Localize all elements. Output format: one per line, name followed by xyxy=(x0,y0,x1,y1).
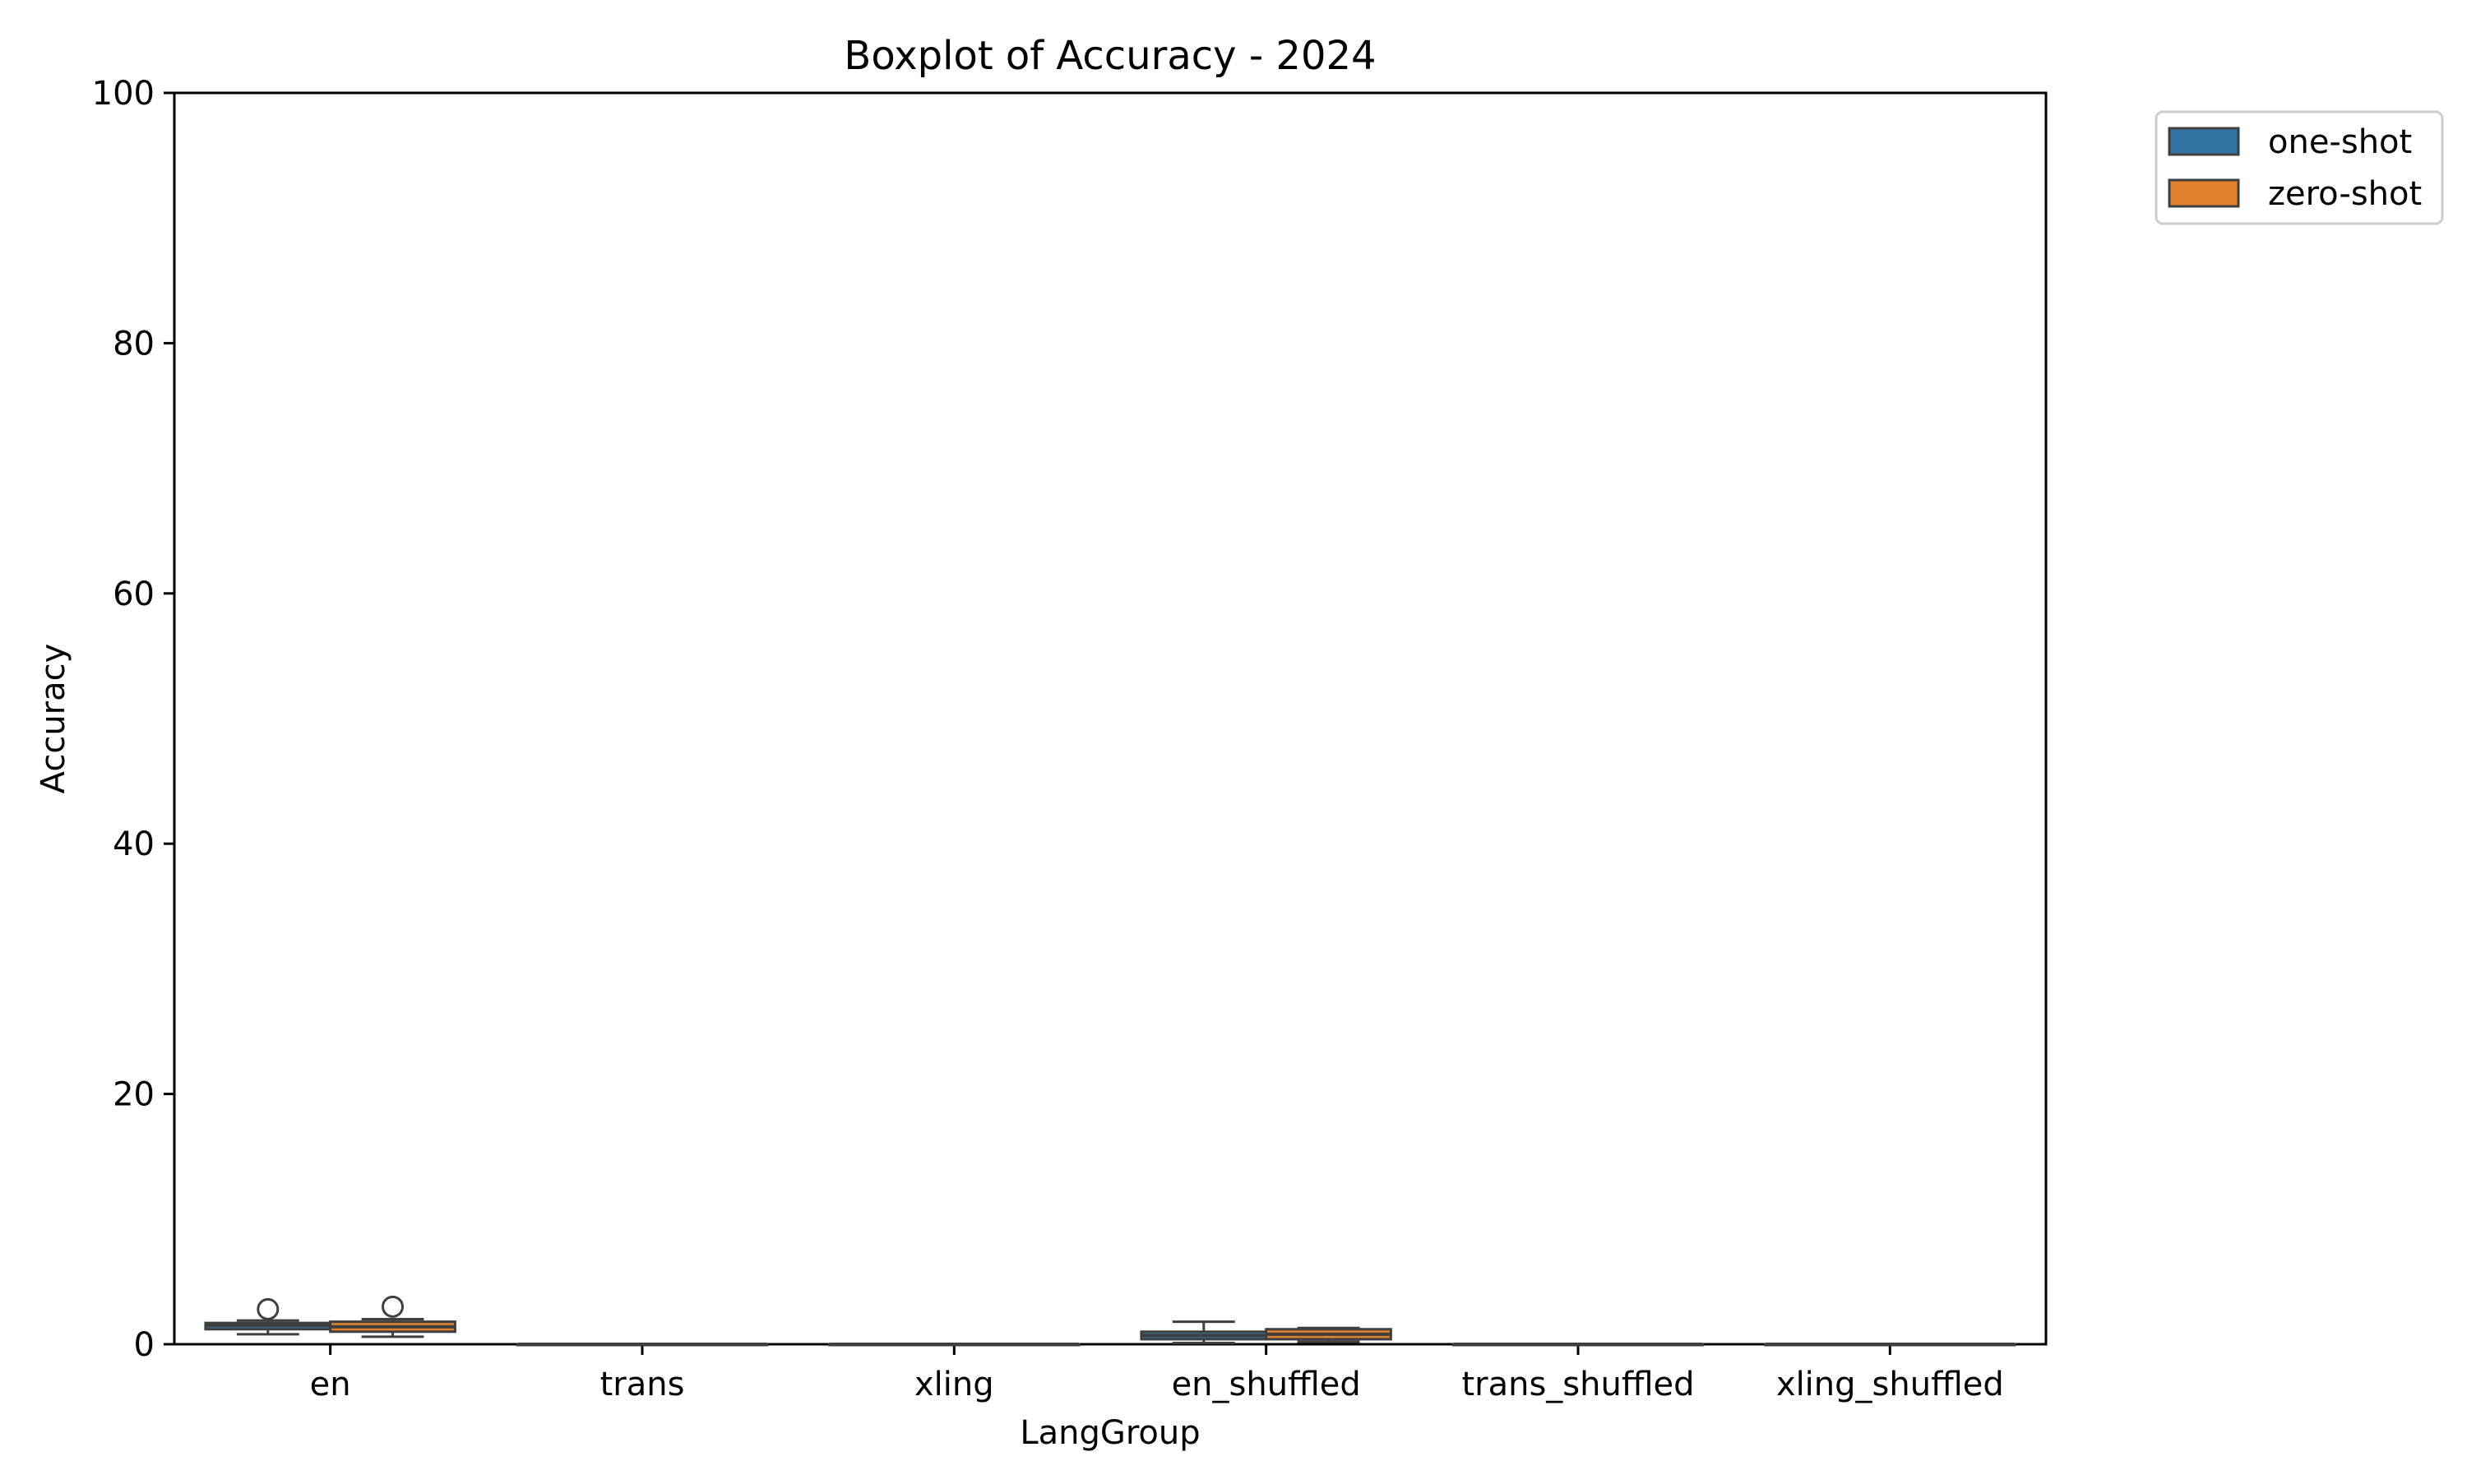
legend-swatch xyxy=(2168,178,2240,208)
x-tick-label: trans xyxy=(600,1366,685,1403)
box-group xyxy=(641,1343,769,1347)
y-tick-label: 100 xyxy=(92,75,155,113)
box-group xyxy=(1265,1326,1392,1343)
x-axis: en trans xling en_shuffled trans_shuffled xli… xyxy=(310,1344,2004,1403)
box-group xyxy=(1140,1320,1268,1344)
legend-label: one-shot xyxy=(2268,123,2412,161)
box-group xyxy=(1576,1343,1705,1347)
box-group xyxy=(1451,1343,1580,1347)
chart-title: Boxplot of Accuracy - 2024 xyxy=(844,33,1376,79)
y-tick-label: 80 xyxy=(113,325,155,363)
x-tick-label: en_shuffled xyxy=(1172,1366,1361,1403)
legend-label: zero-shot xyxy=(2268,175,2422,213)
y-tick-label: 20 xyxy=(113,1076,155,1114)
box-group xyxy=(329,1295,456,1338)
y-tick-label: 0 xyxy=(134,1326,155,1364)
y-axis-label: Accuracy xyxy=(35,644,72,794)
x-tick-label: trans_shuffled xyxy=(1461,1366,1694,1403)
x-tick-label: xling_shuffled xyxy=(1776,1366,2004,1403)
box-group xyxy=(1888,1343,2016,1347)
x-tick-label: en xyxy=(310,1366,351,1403)
y-tick-label: 60 xyxy=(113,576,155,613)
box-group xyxy=(952,1343,1081,1347)
outlier-point xyxy=(257,1297,280,1320)
x-tick-label: xling xyxy=(914,1366,994,1403)
box-group xyxy=(828,1343,956,1347)
legend: one-shot zero-shot xyxy=(2155,110,2444,225)
y-tick-label: 40 xyxy=(113,825,155,863)
x-axis-label: LangGroup xyxy=(1020,1414,1200,1452)
legend-swatch xyxy=(2168,127,2240,156)
box-series xyxy=(204,1295,2016,1347)
outlier-point xyxy=(382,1295,405,1318)
plot-frame xyxy=(173,91,2048,1346)
y-axis: 0 20 40 60 80 100 xyxy=(92,75,174,1364)
box-group xyxy=(204,1297,332,1336)
box-group xyxy=(1764,1343,1891,1347)
box-group xyxy=(516,1343,644,1347)
